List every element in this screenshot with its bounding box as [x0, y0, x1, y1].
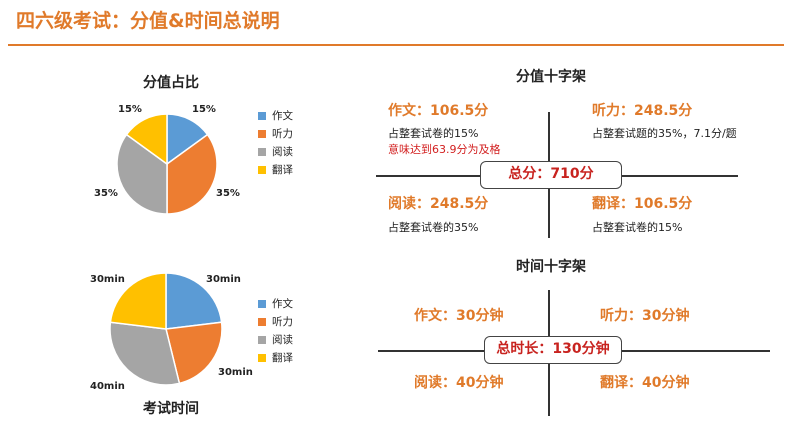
time-legend-item: 阅读: [258, 332, 293, 347]
pie-slice-label: 40min: [90, 381, 125, 392]
legend-swatch: [258, 147, 266, 156]
legend-label: 翻译: [272, 352, 293, 364]
translation-time: 翻译：40分钟: [600, 375, 690, 391]
pie-slice-label: 35%: [216, 188, 240, 199]
legend-label: 作文: [272, 298, 293, 310]
pie-slice-label: 30min: [90, 274, 125, 285]
writing-score-note: 占整套试卷的15%: [388, 127, 479, 140]
pie-slice-听力: [165, 321, 223, 385]
score-pie-title: 分值占比: [143, 75, 199, 91]
writing-pass-note: 意味达到63.9分为及格: [388, 143, 501, 156]
reading-time: 阅读：40分钟: [414, 375, 504, 391]
pie-slice-作文: [165, 272, 223, 330]
listening-score: 听力：248.5分: [592, 103, 693, 119]
time-legend-item: 作文: [258, 296, 293, 311]
reading-score-note: 占整套试卷的35%: [388, 221, 479, 234]
time-pie-legend: 作文 听力 阅读 翻译: [258, 296, 338, 376]
header-divider: [8, 44, 784, 46]
time-total-box: 总时长：130分钟: [484, 336, 622, 364]
score-total-box: 总分：710分: [480, 161, 622, 189]
page-title: 四六级考试：分值&时间总说明: [16, 10, 280, 32]
time-pie-title: 考试时间: [143, 401, 199, 417]
writing-score: 作文：106.5分: [388, 103, 489, 119]
score-legend-item: 作文: [258, 108, 293, 123]
pie-slice-label: 35%: [94, 188, 118, 199]
score-pie-chart: 15% 35% 35% 15%: [94, 104, 240, 215]
pie-slice-label: 30min: [218, 367, 253, 378]
pie-slice-label: 30min: [206, 274, 241, 285]
score-pie-slices: [116, 113, 218, 215]
legend-swatch: [258, 165, 266, 174]
score-pie-legend: 作文 听力 阅读 翻译: [258, 108, 338, 188]
pie-slice-阅读: [116, 133, 168, 215]
translation-score-note: 占整套试卷的15%: [592, 221, 683, 234]
legend-swatch: [258, 353, 266, 362]
pie-slice-label: 15%: [118, 104, 142, 115]
listening-time: 听力：30分钟: [600, 308, 690, 324]
pie-slice-听力: [166, 133, 218, 215]
score-legend-item: 听力: [258, 126, 293, 141]
legend-swatch: [258, 317, 266, 326]
score-legend-item: 阅读: [258, 144, 293, 159]
pie-slice-label: 15%: [192, 104, 216, 115]
translation-score: 翻译：106.5分: [592, 196, 693, 212]
score-legend-item: 翻译: [258, 162, 293, 177]
time-cross-title: 时间十字架: [516, 259, 586, 275]
time-pie-labels: 30min 30min 40min 30min: [90, 274, 253, 392]
time-pie-chart: 30min 30min 40min 30min: [90, 272, 253, 392]
score-pie-labels: 15% 35% 35% 15%: [94, 104, 240, 199]
pie-slice-阅读: [109, 321, 181, 386]
legend-label: 翻译: [272, 164, 293, 176]
legend-swatch: [258, 299, 266, 308]
pie-slice-翻译: [109, 272, 167, 330]
legend-label: 听力: [272, 316, 293, 328]
time-legend-item: 听力: [258, 314, 293, 329]
time-pie-slices: [109, 272, 223, 386]
time-legend-item: 翻译: [258, 350, 293, 365]
pie-slice-翻译: [125, 113, 168, 166]
legend-label: 阅读: [272, 146, 293, 158]
legend-label: 听力: [272, 128, 293, 140]
legend-swatch: [258, 129, 266, 138]
listening-score-note: 占整套试题的35%，7.1分/题: [592, 127, 737, 140]
reading-score: 阅读：248.5分: [388, 196, 489, 212]
legend-swatch: [258, 335, 266, 344]
legend-swatch: [258, 111, 266, 120]
score-cross-title: 分值十字架: [516, 69, 586, 85]
legend-label: 阅读: [272, 334, 293, 346]
writing-time: 作文：30分钟: [414, 308, 504, 324]
legend-label: 作文: [272, 110, 293, 122]
